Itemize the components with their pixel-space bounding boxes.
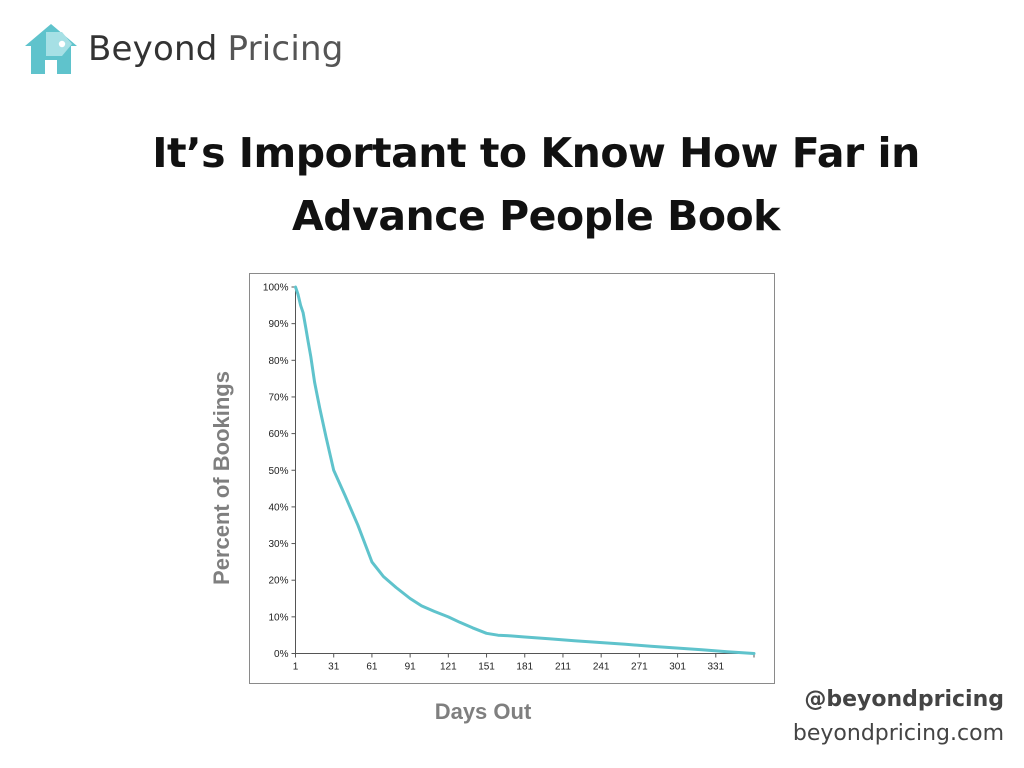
y-tick-label: 90%: [268, 319, 288, 330]
y-tick-label: 40%: [268, 502, 288, 513]
x-tick-label: 331: [707, 662, 724, 673]
house-tag-icon: [25, 24, 77, 74]
y-tick-label: 60%: [268, 429, 288, 440]
y-tick-label: 100%: [263, 283, 289, 294]
brand-name-part2: Pricing: [227, 29, 344, 69]
x-tick-label: 91: [405, 662, 417, 673]
x-tick-label: 271: [631, 662, 648, 673]
x-tick-label: 61: [366, 662, 378, 673]
slide-title-line-1: It’s Important to Know How Far in: [152, 129, 920, 177]
y-tick-label: 30%: [268, 539, 288, 550]
x-tick-label: 181: [516, 662, 533, 673]
y-tick-label: 70%: [268, 392, 288, 403]
brand-name-part1: Beyond: [88, 29, 218, 69]
x-tick-label: 31: [328, 662, 340, 673]
x-axis-ticks: 1 31 61 91 121 151 181 211 241 271 301 331: [293, 653, 755, 673]
y-axis-label: Percent of Bookings: [209, 371, 234, 585]
series-group: [294, 285, 756, 655]
slide-title-line-2: Advance People Book: [292, 192, 780, 240]
website-link: beyondpricing.com: [792, 721, 1004, 746]
slide-title: It’s Important to Know How Far in Advanc…: [100, 122, 972, 248]
brand-logo: Beyond Pricing: [22, 22, 344, 76]
x-tick-label: 121: [440, 662, 457, 673]
x-tick-label: 151: [478, 662, 495, 673]
y-tick-label: 50%: [268, 466, 288, 477]
chart-frame: [249, 273, 775, 684]
x-tick-label: 211: [555, 662, 571, 673]
twitter-handle: @beyondpricing: [804, 687, 1004, 712]
y-tick-label: 10%: [268, 612, 288, 623]
y-axis-ticks: 0% 10% 20% 30% 40% 50% 60% 70% 80% 90% 100%: [263, 283, 296, 660]
brand-name: Beyond Pricing: [88, 29, 344, 69]
x-tick-label: 241: [593, 662, 610, 673]
x-tick-label: 1: [293, 662, 299, 673]
x-tick-label: 301: [669, 662, 686, 673]
y-tick-label: 0%: [274, 649, 289, 660]
series-line: [294, 285, 756, 655]
y-tick-label: 80%: [268, 356, 288, 367]
y-tick-label: 20%: [268, 576, 288, 587]
x-axis-label: Days Out: [435, 699, 532, 724]
